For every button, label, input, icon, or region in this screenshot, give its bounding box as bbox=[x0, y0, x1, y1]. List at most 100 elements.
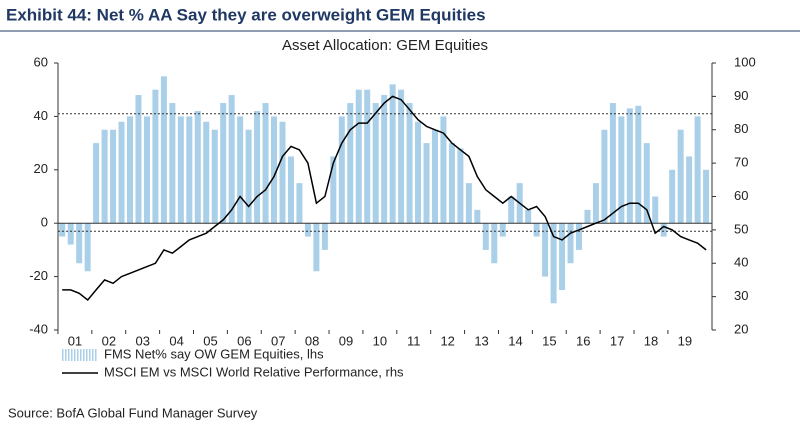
bar bbox=[508, 196, 515, 224]
bar bbox=[110, 129, 117, 224]
source: Source: BofA Global Fund Manager Survey bbox=[8, 405, 258, 420]
bar bbox=[152, 89, 159, 224]
bar bbox=[262, 103, 269, 224]
x-tick-label: 03 bbox=[135, 333, 149, 348]
bar bbox=[228, 95, 235, 224]
bar bbox=[431, 129, 438, 224]
bar bbox=[203, 121, 210, 224]
bar bbox=[372, 103, 379, 224]
bar bbox=[474, 209, 481, 224]
x-tick-label: 06 bbox=[237, 333, 251, 348]
x-tick-label: 10 bbox=[373, 333, 387, 348]
x-tick-label: 12 bbox=[440, 333, 454, 348]
bar bbox=[330, 156, 337, 224]
bar bbox=[59, 223, 66, 237]
bar bbox=[381, 95, 388, 224]
bar bbox=[423, 143, 430, 224]
bar bbox=[559, 223, 566, 290]
x-tick-label: 16 bbox=[576, 333, 590, 348]
x-tick-label: 11 bbox=[407, 333, 421, 348]
bar bbox=[347, 103, 354, 224]
legend-swatch bbox=[62, 349, 64, 361]
bar bbox=[415, 121, 422, 224]
bar bbox=[635, 105, 642, 224]
bar bbox=[304, 223, 311, 237]
bar bbox=[271, 116, 278, 224]
bar bbox=[491, 223, 498, 264]
chart-title: Asset Allocation: GEM Equities bbox=[282, 37, 488, 54]
y2-tick-label: 40 bbox=[734, 255, 748, 270]
bar bbox=[584, 209, 591, 224]
x-tick-label: 01 bbox=[68, 333, 82, 348]
bar bbox=[525, 209, 532, 224]
y2-tick-label: 70 bbox=[734, 155, 748, 170]
bar bbox=[652, 196, 659, 224]
bar bbox=[160, 76, 167, 224]
legend-swatch bbox=[83, 349, 85, 361]
bar bbox=[626, 108, 633, 224]
legend-swatch bbox=[80, 349, 82, 361]
x-tick-label: 05 bbox=[203, 333, 217, 348]
bar bbox=[135, 95, 142, 224]
bar bbox=[93, 143, 100, 224]
bar bbox=[567, 223, 574, 264]
bar bbox=[643, 143, 650, 224]
bar bbox=[169, 103, 176, 224]
x-tick-label: 17 bbox=[610, 333, 624, 348]
bar bbox=[660, 223, 667, 237]
bar bbox=[542, 223, 549, 277]
bar bbox=[355, 89, 362, 224]
bar bbox=[406, 103, 413, 224]
bar bbox=[245, 129, 252, 224]
y-tick-label: 0 bbox=[41, 215, 48, 230]
x-tick-label: 04 bbox=[169, 333, 183, 348]
bar bbox=[279, 121, 286, 224]
bar bbox=[465, 183, 472, 224]
bar bbox=[389, 84, 396, 224]
bar bbox=[186, 116, 193, 224]
y2-tick-label: 20 bbox=[734, 321, 748, 336]
y-tick-label: 60 bbox=[34, 54, 48, 69]
legend-swatch bbox=[68, 349, 70, 361]
y2-tick-label: 30 bbox=[734, 288, 748, 303]
x-tick-label: 07 bbox=[271, 333, 285, 348]
bar bbox=[313, 223, 320, 272]
x-tick-label: 13 bbox=[474, 333, 488, 348]
y2-tick-label: 50 bbox=[734, 221, 748, 236]
x-tick-label: 18 bbox=[644, 333, 658, 348]
bar bbox=[550, 223, 557, 304]
y2-tick-label: 90 bbox=[734, 88, 748, 103]
bar bbox=[127, 116, 134, 224]
bar bbox=[296, 183, 303, 224]
x-tick-label: 09 bbox=[339, 333, 353, 348]
bar bbox=[338, 116, 345, 224]
bar bbox=[211, 129, 218, 224]
bar bbox=[575, 223, 582, 250]
header: Exhibit 44: Net % AA Say they are overwe… bbox=[6, 5, 486, 24]
bar bbox=[321, 223, 328, 250]
bar bbox=[533, 223, 540, 237]
legend-swatch bbox=[65, 349, 67, 361]
legend-swatch bbox=[95, 349, 97, 361]
bar bbox=[194, 111, 201, 224]
bar bbox=[601, 129, 608, 224]
bar bbox=[118, 121, 125, 224]
y-tick-label: 40 bbox=[34, 108, 48, 123]
bar bbox=[76, 223, 83, 264]
legend-swatch bbox=[89, 349, 91, 361]
bar bbox=[143, 116, 150, 224]
bar bbox=[499, 223, 506, 237]
bar bbox=[84, 223, 91, 272]
x-tick-label: 19 bbox=[678, 333, 692, 348]
bar bbox=[177, 116, 184, 224]
bar bbox=[677, 129, 684, 224]
bar bbox=[703, 169, 710, 224]
bar bbox=[482, 223, 489, 250]
bar bbox=[254, 111, 261, 224]
bar bbox=[398, 89, 405, 224]
bar bbox=[669, 169, 676, 224]
line bbox=[62, 95, 707, 302]
bar bbox=[448, 143, 455, 224]
legend-swatch bbox=[71, 349, 73, 361]
